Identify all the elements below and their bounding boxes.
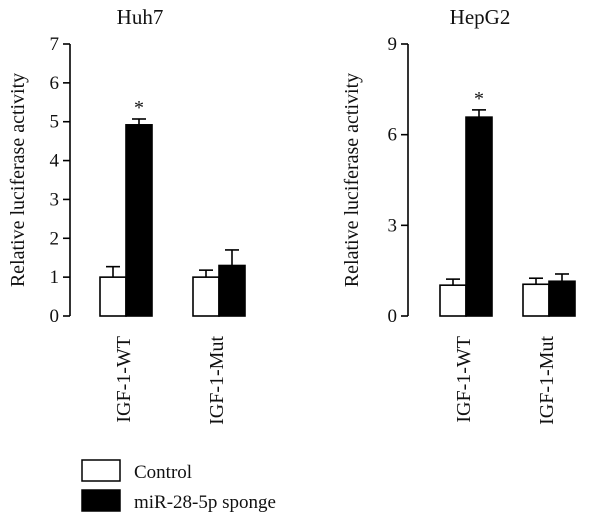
legend-label-control: Control [134, 462, 192, 483]
y-tick-label: 3 [388, 215, 398, 236]
chart-title: HepG2 [450, 5, 511, 29]
legend-swatch-control [81, 459, 121, 482]
y-tick-label: 0 [50, 306, 60, 327]
y-tick-label: 4 [50, 151, 60, 172]
significance-mark: * [474, 88, 484, 110]
y-tick-label: 2 [50, 228, 60, 249]
significance-mark: * [134, 97, 144, 119]
bar-control [439, 284, 467, 317]
legend-label-sponge: miR-28-5p sponge [134, 492, 276, 513]
y-tick-label: 9 [388, 34, 398, 55]
x-category-label: IGF-1-Mut [536, 336, 558, 425]
bar-control [99, 276, 127, 317]
panel-hepg2: HepG2 Relative luciferase activity 0 3 6 9 IGF… [341, 5, 576, 425]
y-tick-label: 3 [50, 189, 60, 210]
bar-sponge [465, 116, 493, 317]
bar-control [522, 283, 550, 317]
y-tick-label: 0 [388, 306, 398, 327]
x-category-label: IGF-1-Mut [206, 336, 228, 425]
panel-huh7: Huh7 Relative luciferase activity 0 1 2 3 4 5 6 7… [7, 5, 246, 425]
legend-swatch-sponge [81, 489, 121, 512]
y-axis-label: Relative luciferase activity [7, 73, 29, 287]
bar-sponge [548, 280, 576, 317]
x-category-label: IGF-1-WT [113, 336, 135, 423]
y-tick-label: 6 [388, 125, 398, 146]
chart-title: Huh7 [117, 5, 164, 29]
y-tick-label: 7 [50, 34, 60, 55]
bar-control [192, 276, 220, 317]
bar-sponge [125, 124, 153, 317]
y-tick-label: 6 [50, 73, 60, 94]
bar-sponge [218, 264, 246, 317]
y-tick-label: 1 [50, 267, 60, 288]
y-tick-label: 5 [50, 112, 60, 133]
x-category-label: IGF-1-WT [453, 336, 475, 423]
legend: Control miR-28-5p sponge [81, 459, 276, 513]
y-axis-label: Relative luciferase activity [341, 73, 363, 287]
